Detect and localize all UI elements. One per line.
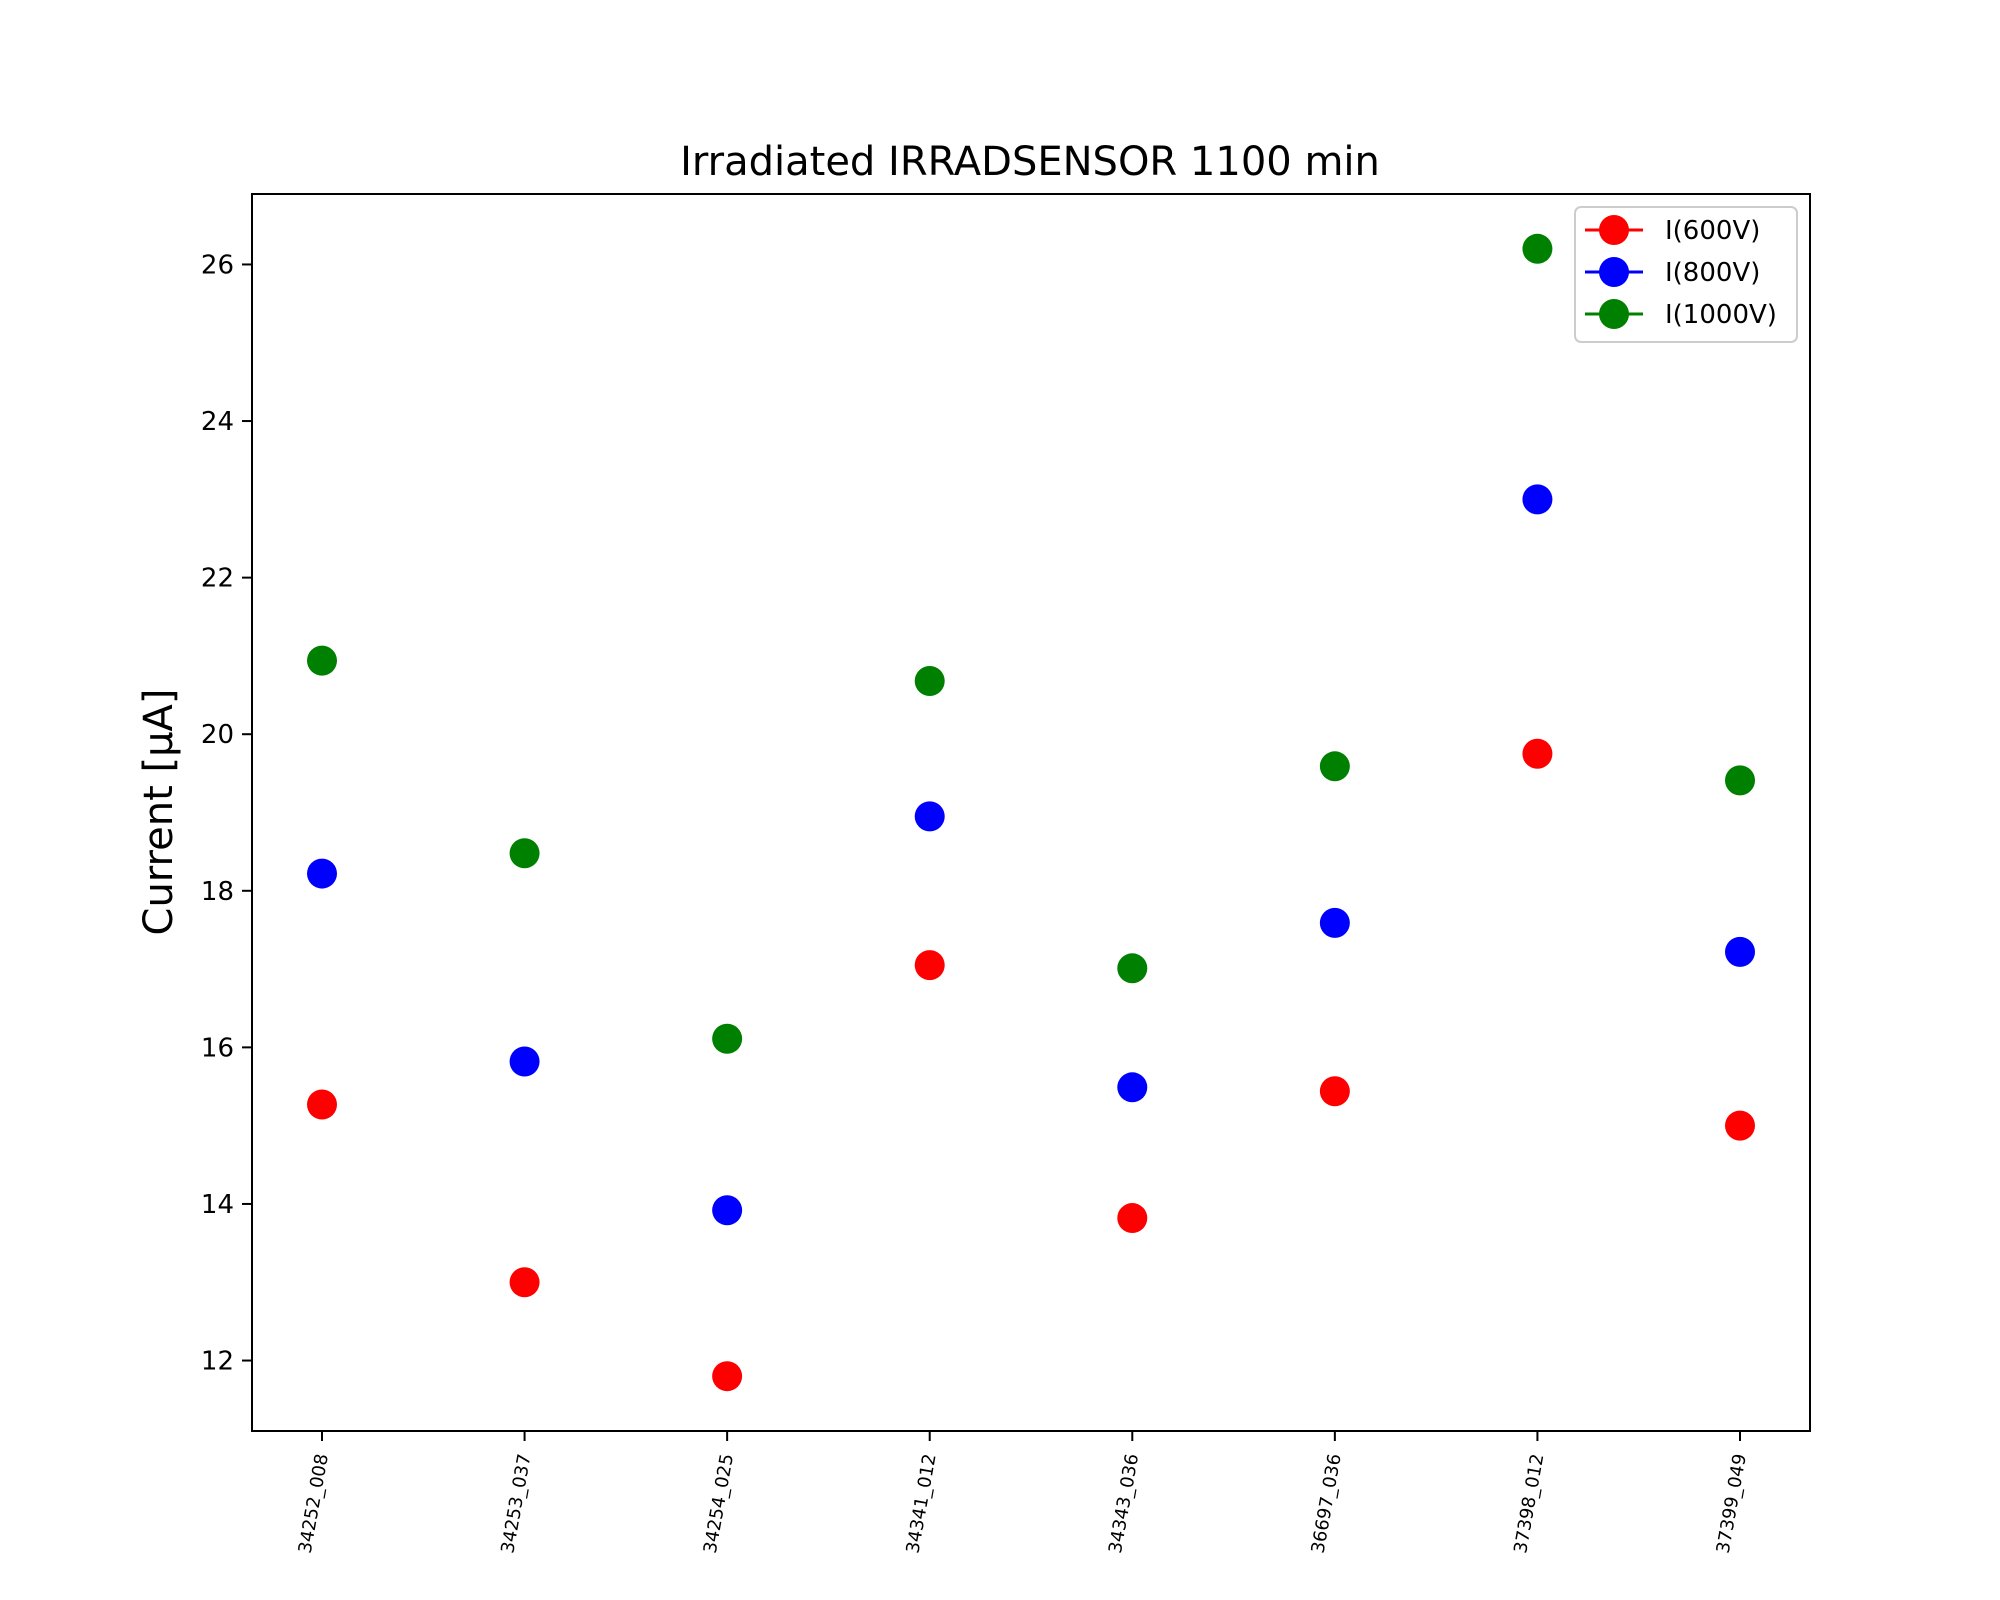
point-series-2-5 (1319, 751, 1350, 782)
point-series-0-2 (712, 1361, 743, 1392)
legend-label: I(800V) (1665, 258, 1760, 288)
y-tick-label: 16 (201, 1033, 234, 1063)
point-series-2-7 (1725, 765, 1755, 796)
point-series-0-4 (1117, 1203, 1148, 1234)
chart-title: Irradiated IRRADSENSOR 1100 min (680, 139, 1380, 185)
point-series-1-2 (712, 1195, 743, 1226)
x-tick-label: 34253_037 (497, 1452, 535, 1555)
point-series-0-3 (914, 950, 945, 981)
point-series-0-0 (307, 1089, 337, 1120)
legend-label: I(600V) (1665, 216, 1760, 246)
legend-marker (1599, 299, 1629, 329)
legend-marker (1599, 257, 1629, 287)
legend: I(600V) I(800V) I(1000V) (1574, 206, 1798, 343)
point-series-0-5 (1319, 1076, 1350, 1107)
x-axis: 34252_008 34253_037 34254_025 34341_012 3434… (295, 1431, 1751, 1555)
x-tick-label: 37399_049 (1713, 1452, 1751, 1555)
point-series-0-1 (509, 1267, 540, 1298)
point-series-2-4 (1117, 953, 1148, 984)
point-series-1-5 (1319, 907, 1350, 938)
y-tick-label: 20 (201, 720, 234, 750)
x-tick-label: 34341_012 (902, 1452, 940, 1555)
point-series-1-6 (1522, 484, 1553, 515)
point-series-2-1 (509, 838, 540, 869)
legend-marker (1599, 215, 1629, 245)
y-tick-label: 12 (201, 1347, 234, 1377)
legend-label: I(1000V) (1665, 300, 1777, 330)
x-tick-label: 34252_008 (295, 1452, 333, 1555)
point-series-0-6 (1522, 738, 1553, 769)
y-axis-label: Current [μA] (136, 689, 182, 936)
y-tick-label: 24 (201, 407, 234, 437)
point-series-1-4 (1117, 1072, 1148, 1103)
data-points (307, 233, 1755, 1392)
y-tick-label: 18 (201, 877, 234, 907)
x-tick-label: 37398_012 (1510, 1452, 1548, 1555)
x-tick-label: 34254_025 (700, 1452, 738, 1555)
point-series-2-2 (712, 1023, 743, 1054)
point-series-1-1 (509, 1046, 540, 1077)
point-series-1-0 (307, 858, 337, 889)
x-tick-label: 34343_036 (1105, 1452, 1143, 1555)
y-tick-label: 22 (201, 564, 234, 594)
plot-area-frame (251, 193, 1811, 1432)
point-series-2-6 (1522, 233, 1553, 264)
point-series-1-3 (914, 801, 945, 832)
y-tick-label: 14 (201, 1190, 234, 1220)
x-tick-label: 36697_036 (1308, 1452, 1346, 1555)
point-series-1-7 (1725, 936, 1755, 967)
point-series-0-7 (1725, 1110, 1755, 1141)
y-tick-label: 26 (201, 250, 234, 280)
point-series-2-3 (914, 665, 945, 696)
legend-box (1574, 206, 1798, 343)
point-series-2-0 (307, 645, 337, 676)
y-axis: 12 14 16 18 20 22 24 26 (201, 250, 252, 1377)
